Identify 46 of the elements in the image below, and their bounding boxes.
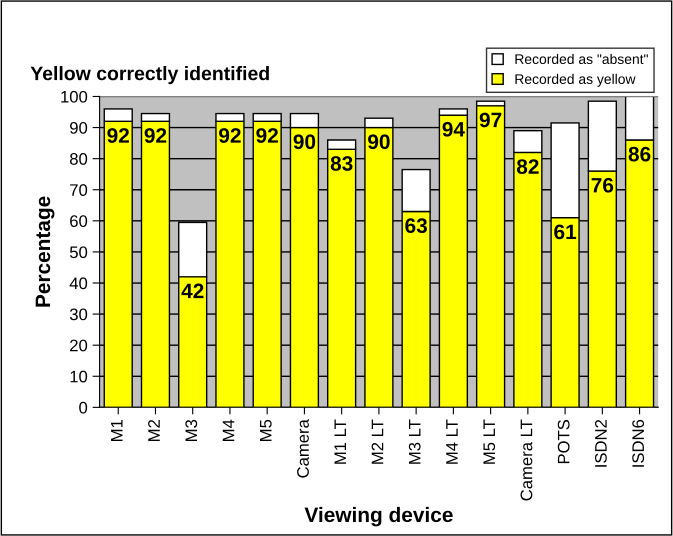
x-tick-label: M1 [111, 420, 123, 441]
data-label: 94 [442, 122, 465, 137]
x-tick-label: M4 [222, 420, 234, 441]
y-axis-title: Percentage [36, 196, 54, 307]
data-label: 76 [592, 178, 614, 193]
x-tick-label: M3 LT [408, 420, 421, 464]
y-tick-label: 60 [70, 215, 88, 228]
chart-title: Yellow correctly identified [30, 66, 269, 84]
x-axis-title: Viewing device [304, 506, 453, 526]
y-tick-label: 80 [70, 153, 88, 165]
data-label: 63 [405, 218, 427, 234]
y-tick-label: 70 [70, 184, 88, 196]
y-tick-label: 90 [70, 122, 88, 134]
data-label: 92 [219, 128, 241, 143]
y-tick-label: 30 [70, 308, 88, 320]
x-tick-label: M4 LT [446, 420, 458, 464]
x-tick-label: M3 [185, 420, 198, 441]
x-tick-label: M1 LT [334, 420, 346, 464]
data-label: 90 [294, 134, 316, 150]
x-tick-label: M5 [260, 420, 272, 441]
x-tick-label: M2 [148, 420, 160, 441]
x-tick-label: M5 LT [483, 420, 496, 464]
data-label: 90 [368, 134, 390, 150]
data-label: 92 [256, 128, 278, 143]
x-tick-label: ISDN2 [595, 420, 607, 467]
data-label: 42 [181, 284, 204, 298]
data-label: 61 [554, 224, 576, 240]
legend-label: Recorded as yellow [515, 74, 636, 87]
data-label: 97 [480, 112, 502, 128]
x-tick-label: M2 LT [372, 420, 384, 464]
data-label: 86 [628, 146, 650, 162]
x-tick-label: Camera [297, 419, 309, 478]
y-tick-label: 50 [70, 246, 88, 258]
x-tick-label: Camera LT [520, 420, 532, 500]
y-tick-label: 40 [70, 277, 88, 290]
legend-label: Recorded as "absent" [515, 54, 648, 64]
data-label: 82 [516, 159, 539, 174]
y-tick-label: 20 [70, 340, 88, 352]
y-tick-label: 100 [61, 90, 88, 103]
x-tick-label: ISDN6 [632, 420, 644, 467]
data-label: 83 [330, 156, 352, 171]
x-tick-label: POTS [558, 420, 570, 464]
y-tick-label: 10 [70, 370, 88, 382]
data-label: 92 [107, 128, 129, 143]
y-tick-label: 0 [79, 402, 88, 414]
data-label: 92 [144, 128, 166, 143]
